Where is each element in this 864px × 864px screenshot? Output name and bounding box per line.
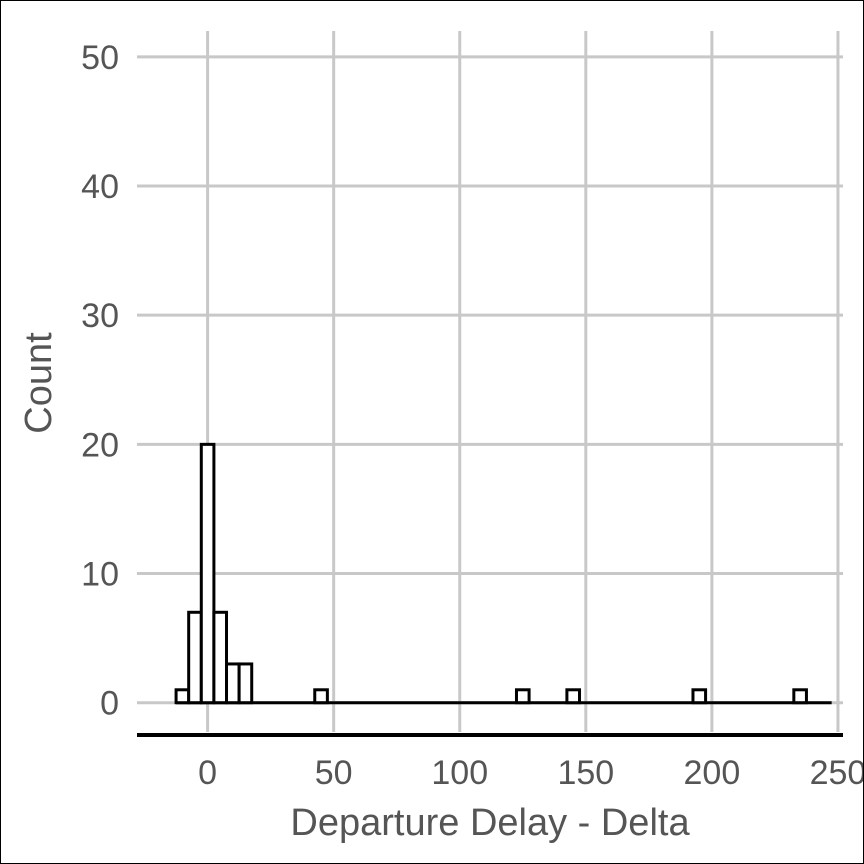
x-tick-label: 150 xyxy=(557,754,614,792)
histogram-bar xyxy=(565,688,582,705)
axes: 0 50 100 150 200 250 0 10 20 30 40 50 xyxy=(81,39,863,792)
histogram-bar xyxy=(187,610,203,705)
y-tick-label: 50 xyxy=(81,39,119,77)
histogram-bar xyxy=(514,688,531,705)
y-tick-label: 30 xyxy=(81,297,119,335)
x-tick-label: 50 xyxy=(315,754,353,792)
histogram-bar xyxy=(212,610,229,705)
y-tick-label: 10 xyxy=(81,556,119,594)
y-tick-label: 20 xyxy=(81,426,119,464)
histogram-bar xyxy=(313,688,329,705)
y-tick-label: 40 xyxy=(81,168,119,206)
x-tick-label: 100 xyxy=(431,754,488,792)
histogram-bar xyxy=(174,688,191,705)
y-tick-label: 0 xyxy=(100,685,119,723)
histogram-bar xyxy=(225,662,241,705)
x-axis-title: Departure Delay - Delta xyxy=(290,802,690,844)
histogram-bar xyxy=(691,688,708,705)
y-axis-title: Count xyxy=(18,332,60,434)
x-tick-label: 0 xyxy=(198,754,217,792)
x-tick-label: 200 xyxy=(684,754,741,792)
x-tick-label: 250 xyxy=(810,754,863,792)
bars xyxy=(174,442,832,705)
histogram-bar xyxy=(792,688,808,705)
histogram-bar xyxy=(199,442,216,705)
histogram-bar xyxy=(237,662,254,705)
grid xyxy=(137,31,843,732)
